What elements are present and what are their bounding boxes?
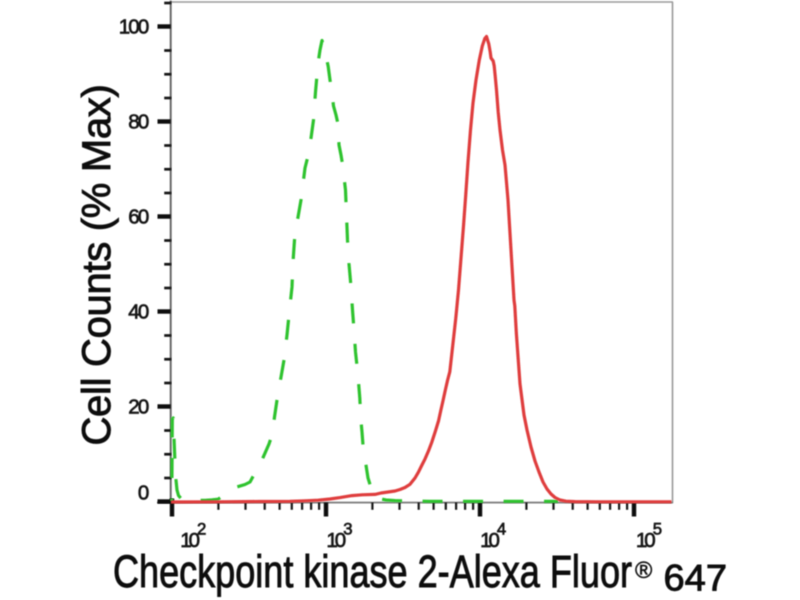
svg-text:®: ® (635, 557, 652, 583)
svg-text:Checkpoint kinase 2-Alexa Fluo: Checkpoint kinase 2-Alexa Fluor (113, 546, 632, 597)
svg-text:100: 100 (119, 16, 149, 39)
svg-text:647: 647 (664, 558, 728, 599)
svg-text:60: 60 (128, 206, 149, 229)
svg-text:40: 40 (128, 301, 149, 324)
svg-text:20: 20 (128, 396, 149, 419)
svg-text:0: 0 (138, 482, 149, 505)
svg-text:Cell Counts (% Max): Cell Counts (% Max) (75, 84, 119, 445)
svg-text:80: 80 (128, 111, 149, 134)
